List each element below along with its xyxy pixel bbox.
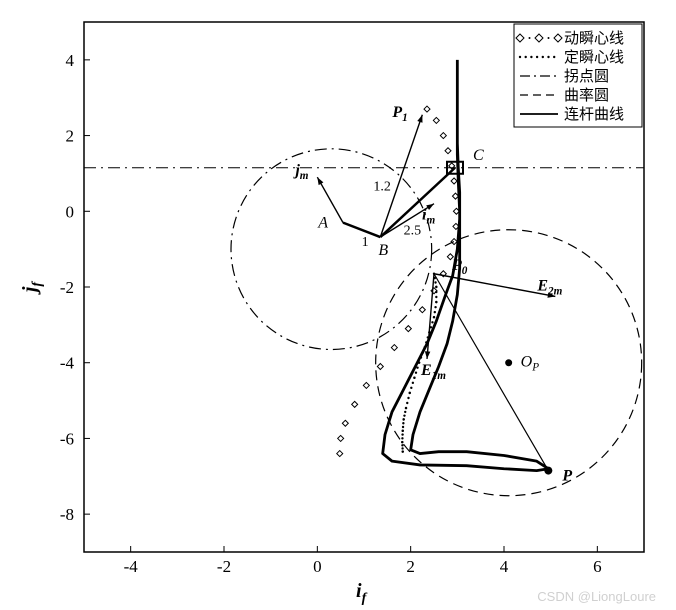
- svg-text:连杆曲线: 连杆曲线: [564, 106, 624, 123]
- svg-text:曲率圆: 曲率圆: [564, 87, 609, 104]
- svg-text:A: A: [317, 215, 328, 232]
- svg-text:0: 0: [313, 557, 322, 576]
- svg-text:-2: -2: [60, 278, 74, 297]
- svg-text:-4: -4: [124, 557, 139, 576]
- svg-text:1.2: 1.2: [373, 179, 391, 194]
- svg-text:6: 6: [593, 557, 602, 576]
- svg-text:2: 2: [66, 127, 75, 146]
- svg-text:-6: -6: [60, 429, 74, 448]
- svg-text:C: C: [473, 147, 484, 164]
- chart-svg: -4-20246-8-6-4-2024ifjfABCP0OPPjmimP1E1m…: [0, 0, 676, 610]
- svg-text:jf: jf: [19, 281, 45, 296]
- svg-text:4: 4: [66, 51, 75, 70]
- svg-text:if: if: [356, 580, 368, 606]
- svg-text:-8: -8: [60, 505, 74, 524]
- svg-text:-2: -2: [217, 557, 231, 576]
- svg-text:B: B: [378, 242, 388, 259]
- svg-text:4: 4: [500, 557, 509, 576]
- svg-text:-4: -4: [60, 354, 75, 373]
- svg-text:定瞬心线: 定瞬心线: [564, 49, 624, 66]
- svg-text:2.5: 2.5: [404, 224, 422, 239]
- svg-text:2: 2: [406, 557, 415, 576]
- watermark-text: CSDN @LiongLoure: [537, 589, 656, 604]
- svg-text:0: 0: [66, 202, 75, 221]
- svg-text:P: P: [561, 468, 572, 485]
- svg-text:1: 1: [362, 235, 369, 250]
- svg-text:拐点圆: 拐点圆: [564, 68, 609, 85]
- svg-text:动瞬心线: 动瞬心线: [564, 30, 624, 47]
